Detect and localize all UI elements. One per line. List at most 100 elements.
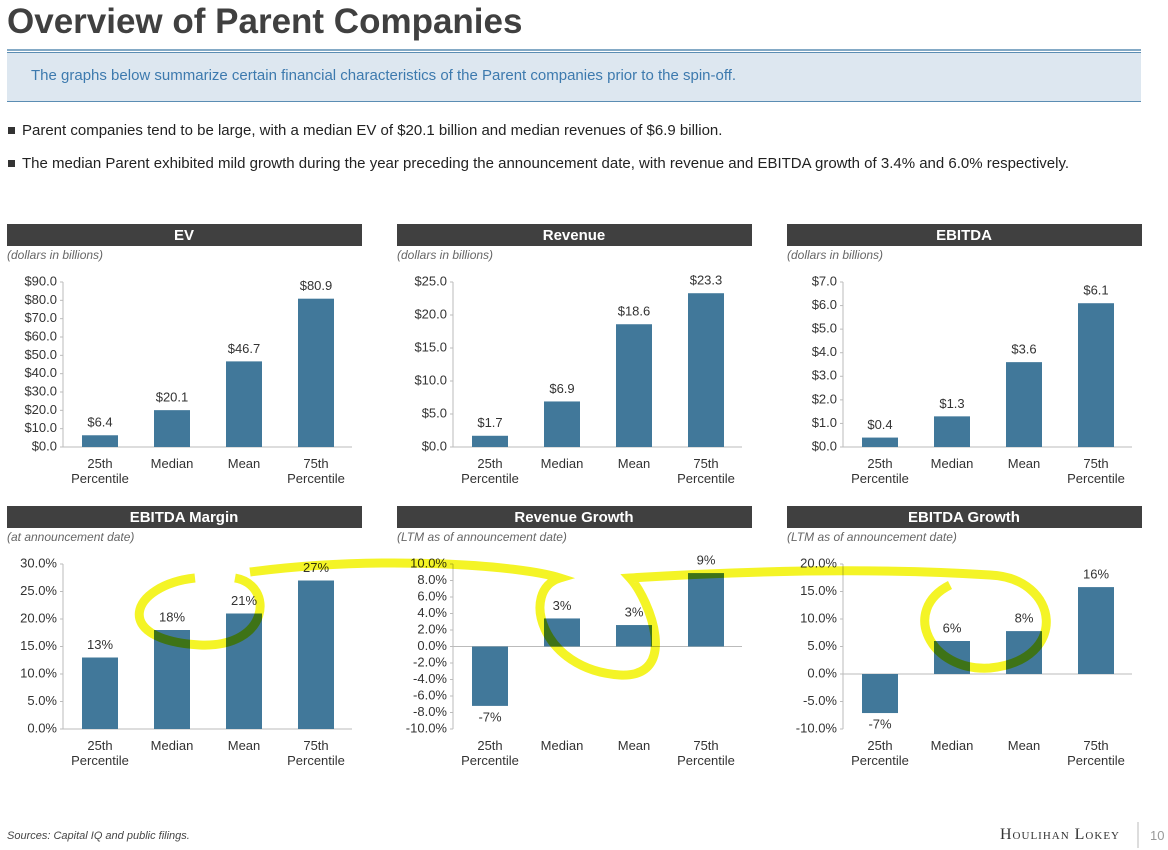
value-label: -7% [868, 716, 892, 731]
y-tick-label: $80.0 [24, 292, 57, 307]
y-tick-label: -2.0% [413, 654, 447, 669]
bar [934, 416, 970, 447]
logo: Houlihan Lokey [1000, 826, 1120, 843]
y-tick-label: 5.0% [27, 693, 57, 708]
value-label: $20.1 [156, 390, 189, 405]
chart-title: EBITDA Margin [130, 509, 239, 526]
chart-subtitle: (LTM as of announcement date) [397, 530, 567, 544]
y-tick-label: $4.0 [812, 344, 837, 359]
page-number: 10 [1150, 828, 1165, 843]
x-tick-label: Mean [617, 738, 651, 753]
chart-subtitle: (LTM as of announcement date) [787, 530, 957, 544]
y-tick-label: $3.0 [812, 368, 837, 383]
bar [154, 630, 190, 729]
panel-header [7, 224, 362, 246]
x-tick-label: Median [540, 456, 584, 471]
bar [862, 437, 898, 447]
panel-header [787, 506, 1142, 528]
x-tick-label: 75th Percentile [1067, 738, 1125, 768]
bar [862, 674, 898, 714]
x-tick-label: Mean [1007, 456, 1041, 471]
bar [688, 293, 724, 447]
y-tick-label: $7.0 [812, 273, 837, 288]
page-title: Overview of Parent Companies [7, 2, 523, 41]
x-tick-label: Median [930, 738, 974, 753]
x-tick-label: 25th Percentile [851, 738, 909, 768]
x-tick-label: Mean [617, 456, 651, 471]
chart-subtitle: (dollars in billions) [7, 248, 103, 262]
y-tick-label: $1.0 [812, 415, 837, 430]
y-tick-label: $6.0 [812, 297, 837, 312]
bullet: Parent companies tend to be large, with … [8, 119, 1142, 142]
chart-title: Revenue Growth [514, 509, 633, 526]
y-tick-label: -8.0% [413, 704, 447, 719]
value-label: $80.9 [300, 278, 333, 293]
value-label: 18% [159, 609, 185, 624]
panel-header [7, 506, 362, 528]
y-tick-label: $5.0 [422, 405, 447, 420]
y-tick-label: 4.0% [417, 605, 447, 620]
value-label: $0.4 [867, 417, 892, 432]
y-tick-label: $0.0 [812, 438, 837, 453]
bar [298, 298, 334, 447]
value-label: 13% [87, 637, 113, 652]
value-label: 16% [1083, 567, 1109, 582]
y-tick-label: 10.0% [410, 555, 447, 570]
y-tick-label: -5.0% [803, 693, 837, 708]
value-label: 21% [231, 593, 257, 608]
y-tick-label: 10.0% [800, 610, 837, 625]
bar [1078, 303, 1114, 447]
y-tick-label: $50.0 [24, 347, 57, 362]
x-tick-label: 75th Percentile [677, 456, 735, 486]
y-tick-label: $5.0 [812, 321, 837, 336]
y-tick-label: $20.0 [24, 402, 57, 417]
bar [226, 613, 262, 729]
bar [226, 361, 262, 447]
y-tick-label: 30.0% [20, 555, 57, 570]
chart-subtitle: (dollars in billions) [397, 248, 493, 262]
x-tick-label: 25th Percentile [461, 738, 519, 768]
value-label: 3% [625, 604, 644, 619]
x-tick-label: Mean [227, 456, 261, 471]
y-tick-label: $60.0 [24, 328, 57, 343]
y-tick-label: $20.0 [414, 306, 447, 321]
y-tick-label: 20.0% [20, 610, 57, 625]
y-tick-label: $15.0 [414, 339, 447, 354]
value-label: $1.3 [939, 396, 964, 411]
value-label: 9% [697, 553, 716, 568]
y-tick-label: $70.0 [24, 310, 57, 325]
bar [1078, 587, 1114, 674]
y-tick-label: -4.0% [413, 671, 447, 686]
bullet: The median Parent exhibited mild growth … [8, 152, 1142, 175]
y-tick-label: $0.0 [422, 438, 447, 453]
bar [82, 435, 118, 447]
value-label: $3.6 [1011, 342, 1036, 357]
y-tick-label: -10.0% [406, 720, 448, 735]
bar [1006, 631, 1042, 674]
value-label: 8% [1015, 611, 1034, 626]
value-label: -7% [478, 709, 502, 724]
value-label: 6% [943, 620, 962, 635]
x-tick-label: Median [150, 456, 194, 471]
chart-title: EBITDA Growth [908, 509, 1020, 526]
y-tick-label: 0.0% [807, 665, 837, 680]
bar [472, 435, 508, 447]
chart-title: EBITDA [936, 227, 992, 244]
chart-title: EV [174, 227, 194, 244]
y-tick-label: 0.0% [417, 638, 447, 653]
y-tick-label: 15.0% [800, 583, 837, 598]
panel-header [397, 224, 752, 246]
y-tick-label: $10.0 [24, 420, 57, 435]
banner: The graphs below summarize certain finan… [7, 52, 1141, 102]
bar [544, 618, 580, 647]
value-label: $23.3 [690, 273, 723, 288]
bar [82, 657, 118, 729]
chart-subtitle: (at announcement date) [7, 530, 134, 544]
value-label: $46.7 [228, 341, 261, 356]
x-tick-label: 75th Percentile [287, 738, 345, 768]
bar [472, 646, 508, 706]
value-label: 3% [553, 598, 572, 613]
panel-header [787, 224, 1142, 246]
x-tick-label: 25th Percentile [461, 456, 519, 486]
